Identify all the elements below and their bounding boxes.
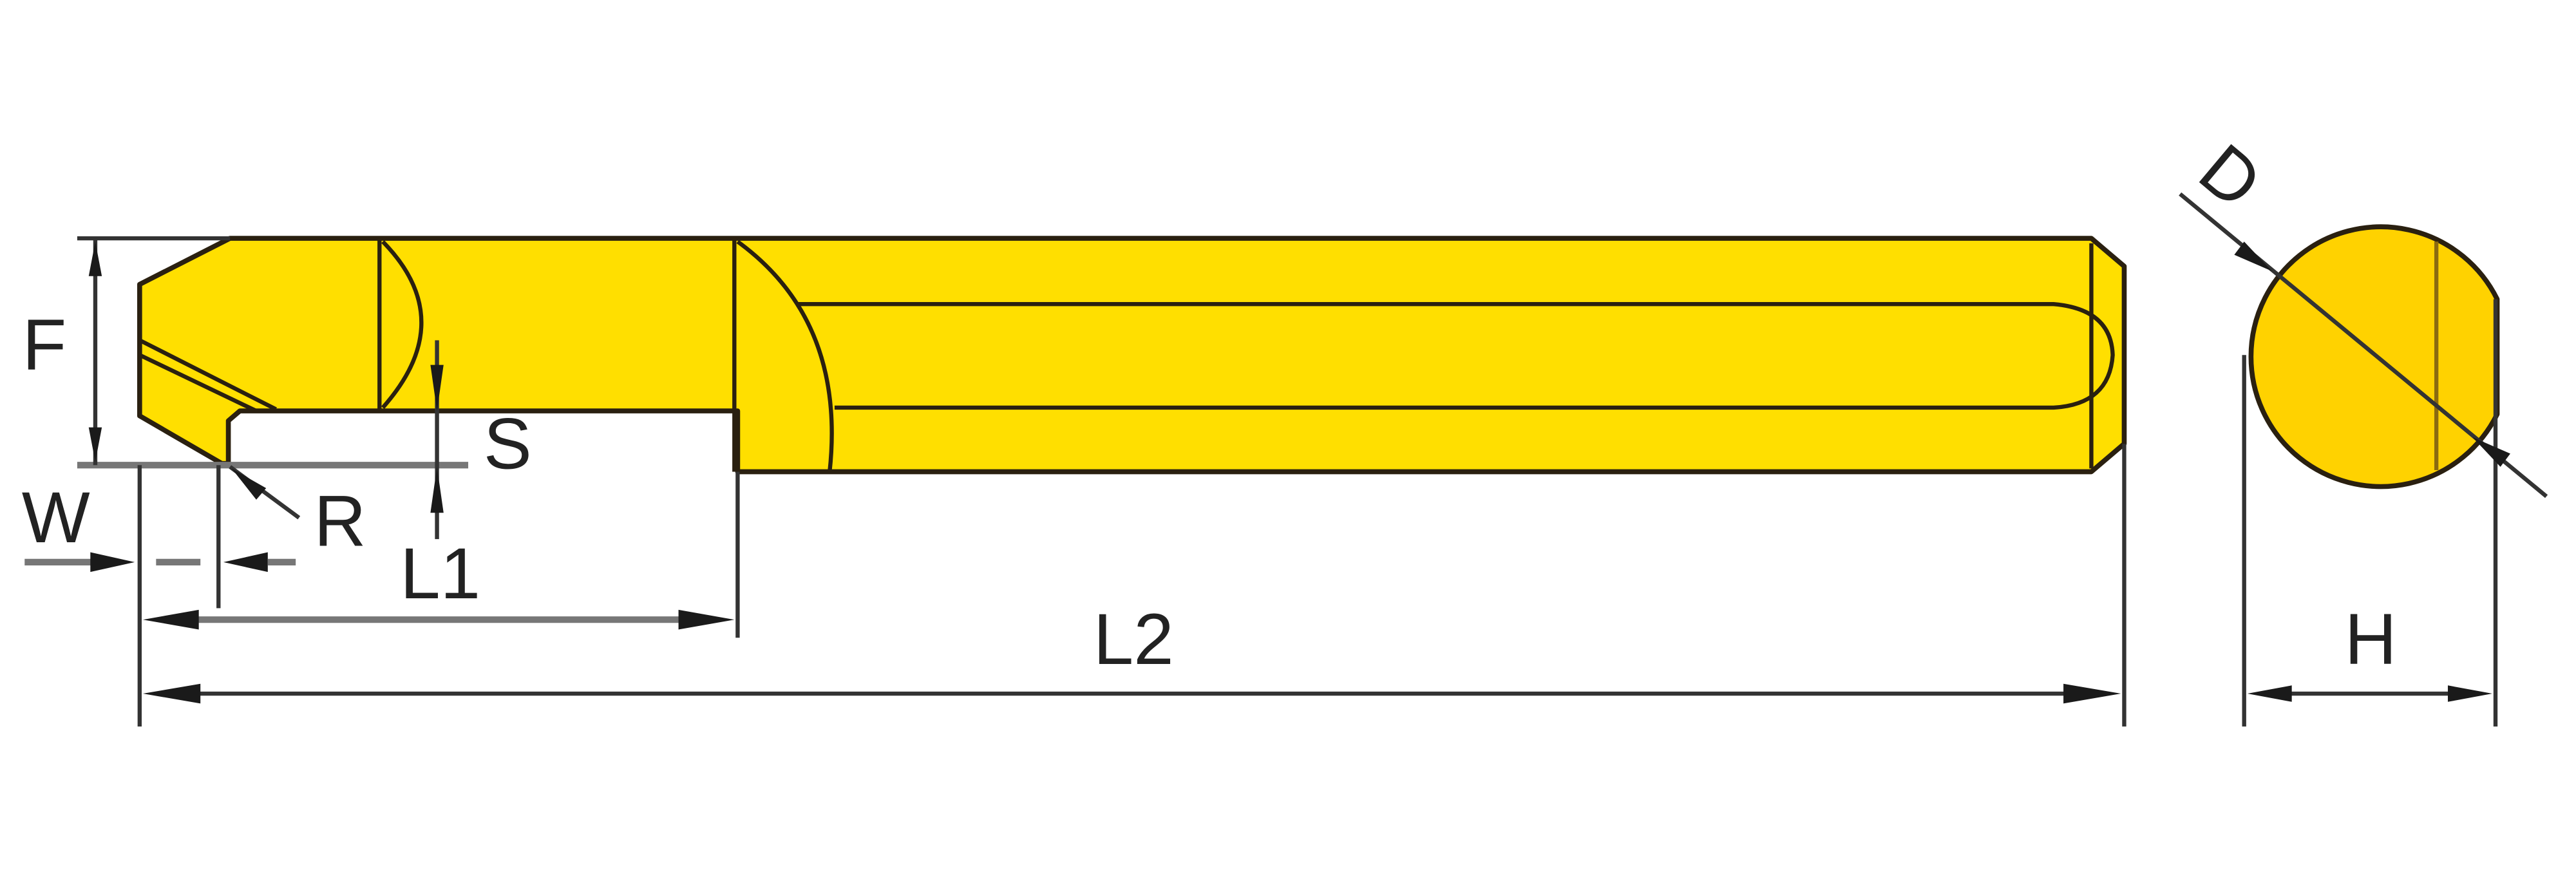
head-arc (381, 240, 424, 410)
cutting-edge-line (138, 338, 278, 412)
cutting-edge-line-2 (138, 353, 258, 413)
flat-face (797, 301, 2115, 410)
label-F: F (23, 304, 67, 385)
label-S: S (484, 403, 532, 484)
label-H: H (2345, 598, 2397, 679)
dimension-F: F (23, 236, 469, 469)
dimension-H: H (2247, 598, 2492, 702)
label-L1: L1 (400, 533, 480, 614)
dimension-R: R (229, 465, 366, 561)
tool-body-outline (137, 236, 2127, 475)
label-W: W (22, 477, 90, 558)
dimension-L2: L2 (142, 444, 2126, 727)
label-R: R (314, 480, 366, 561)
label-L2: L2 (1094, 598, 1174, 679)
dimension-S: S (430, 340, 532, 540)
dimension-L1: L1 (137, 465, 740, 727)
tool-side-view (137, 236, 2127, 475)
dimension-W: W (22, 465, 296, 609)
shank-arc (736, 240, 834, 472)
